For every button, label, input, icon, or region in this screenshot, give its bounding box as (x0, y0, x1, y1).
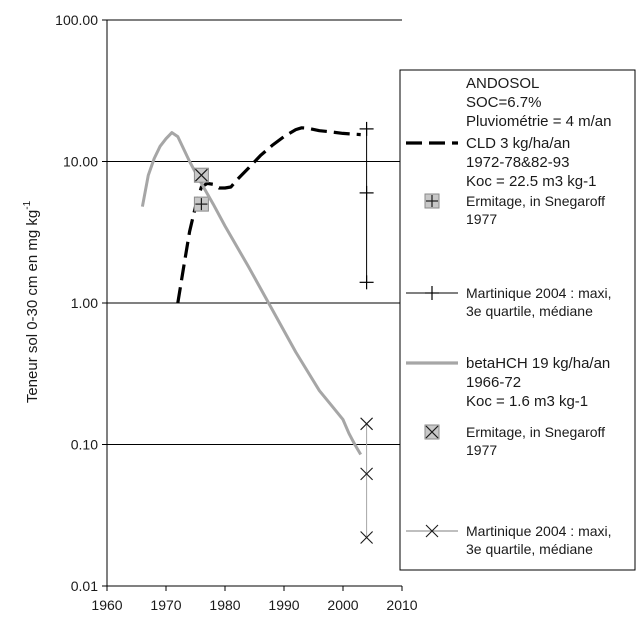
series-betahch-ermitage (193, 167, 209, 183)
y-axis-title-main: Teneur sol 0-30 cm en mg kg (24, 210, 41, 403)
y-axis-title-group: Teneur sol 0-30 cm en mg kg-1 (22, 200, 41, 403)
legend-text: SOC=6.7% (466, 94, 541, 111)
legend-text: 3e quartile, médiane (466, 303, 593, 319)
legend-swatch-marker-b (425, 524, 439, 538)
legend-entry (406, 524, 458, 538)
y-axis-title: Teneur sol 0-30 cm en mg kg-1 (22, 200, 41, 403)
legend-swatch-marker-cross-b (425, 425, 439, 439)
series-cld-ermitage (193, 196, 209, 212)
data-point-b (360, 417, 373, 431)
y-axis-title-superscript: -1 (22, 200, 33, 209)
y-tick-label: 0.01 (71, 578, 98, 594)
series-betahch-line (140, 131, 362, 456)
series-betahch-line-path (140, 131, 362, 456)
series-cld-line (176, 126, 361, 304)
legend-text: Martinique 2004 : maxi, (466, 285, 612, 301)
legend-text: 3e quartile, médiane (466, 541, 593, 557)
data-point-cross-b (194, 168, 208, 182)
legend-text: 1977 (466, 442, 497, 458)
tick-labels: 100.00 10.00 1.00 0.10 0.01 1960 1970 1980 1990 2… (55, 12, 418, 613)
x-tick-label: 1990 (268, 597, 299, 613)
series-cld-line-path (176, 126, 361, 304)
data-point-b (360, 467, 373, 481)
legend-text: Pluviométrie = 4 m/an (466, 113, 611, 130)
x-tick-label: 1960 (91, 597, 122, 613)
legend-text: Ermitage, in Snegaroff (466, 424, 605, 440)
y-tick-label: 0.10 (71, 437, 98, 453)
legend-text: CLD 3 kg/ha/an (466, 135, 570, 152)
legend-text: 1972-78&82-93 (466, 154, 569, 171)
x-tick-label: 1980 (209, 597, 240, 613)
y-tick-label: 100.00 (55, 12, 98, 28)
y-tick-label: 1.00 (71, 295, 98, 311)
series-cld-martinique (359, 121, 374, 290)
legend-box (399, 69, 636, 571)
legend-text: Ermitage, in Snegaroff (466, 193, 605, 209)
axes (102, 19, 403, 591)
legend-text: betaHCH 19 kg/ha/an (466, 355, 610, 372)
legend-text: Martinique 2004 : maxi, (466, 523, 612, 539)
legend-entry (424, 193, 440, 209)
plot-area (140, 121, 374, 544)
series-betahch-martinique (360, 417, 373, 544)
legend-text: Koc = 22.5 m3 kg-1 (466, 173, 597, 190)
legend: ANDOSOL SOC=6.7% Pluviométrie = 4 m/an CLD … (399, 69, 636, 571)
legend-text: Koc = 1.6 m3 kg-1 (466, 393, 588, 410)
legend-text: 1966-72 (466, 374, 521, 391)
data-point-b (360, 531, 373, 544)
x-tick-label: 2010 (386, 597, 417, 613)
legend-entry (424, 424, 440, 440)
legend-text: ANDOSOL (466, 75, 539, 92)
legend-text: 1977 (466, 211, 497, 227)
y-tick-label: 10.00 (63, 154, 98, 170)
x-tick-label: 1970 (150, 597, 181, 613)
x-tick-label: 2000 (327, 597, 358, 613)
legend-entry (406, 286, 458, 300)
